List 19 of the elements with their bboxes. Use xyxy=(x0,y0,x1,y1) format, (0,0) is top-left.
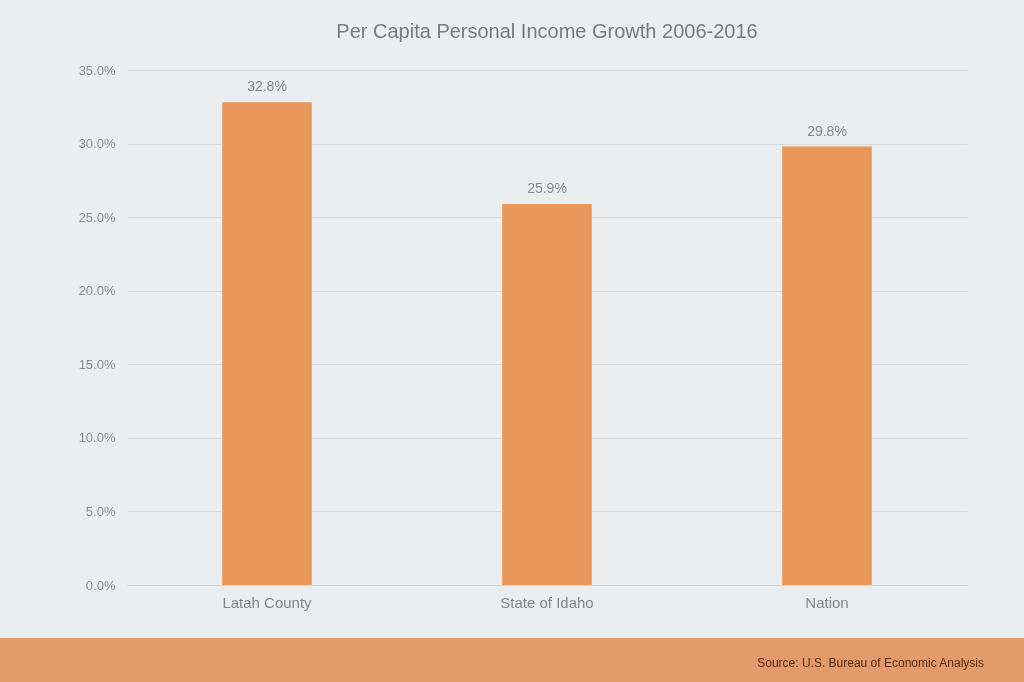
y-tick-label: 35.0% xyxy=(78,62,116,78)
x-tick-label: State of Idaho xyxy=(500,593,594,611)
bar xyxy=(502,203,592,585)
x-tick-label: Nation xyxy=(805,593,849,611)
y-tick-label: 15.0% xyxy=(78,356,116,372)
y-tick-label: 0.0% xyxy=(85,577,116,593)
y-tick-label: 5.0% xyxy=(85,503,116,519)
data-label: 25.9% xyxy=(527,179,567,196)
bar xyxy=(222,102,312,585)
y-tick-label: 20.0% xyxy=(78,283,116,299)
y-tick-label: 10.0% xyxy=(78,430,116,446)
source-note: Source: U.S. Bureau of Economic Analysis xyxy=(757,656,984,670)
y-tick-label: 30.0% xyxy=(78,136,116,152)
x-tick-label: Latah County xyxy=(222,593,313,611)
bar xyxy=(782,146,872,585)
y-tick-label: 25.0% xyxy=(78,209,116,225)
data-label: 32.8% xyxy=(247,78,287,95)
chart-title: Per Capita Personal Income Growth 2006-2016 xyxy=(336,20,758,42)
data-label: 29.8% xyxy=(807,122,847,139)
